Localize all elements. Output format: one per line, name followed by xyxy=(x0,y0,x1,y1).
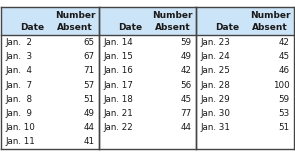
Text: 59: 59 xyxy=(181,38,192,47)
Text: Number: Number xyxy=(250,11,290,20)
Text: Date: Date xyxy=(215,23,239,32)
Text: Absent: Absent xyxy=(57,23,93,32)
Text: Absent: Absent xyxy=(155,23,190,32)
Text: 41: 41 xyxy=(84,137,95,146)
Text: Jan. 21: Jan. 21 xyxy=(103,109,133,118)
Text: 44: 44 xyxy=(181,123,192,132)
Text: Jan. 15: Jan. 15 xyxy=(103,52,133,61)
Text: Jan. 16: Jan. 16 xyxy=(103,66,133,75)
Text: 46: 46 xyxy=(279,66,290,75)
Text: 100: 100 xyxy=(273,81,290,90)
Text: 44: 44 xyxy=(84,123,95,132)
Text: Absent: Absent xyxy=(252,23,288,32)
Text: Jan. 17: Jan. 17 xyxy=(103,81,133,90)
Text: Jan. 28: Jan. 28 xyxy=(200,81,230,90)
Text: 51: 51 xyxy=(278,123,290,132)
Text: 49: 49 xyxy=(181,52,192,61)
Text: 53: 53 xyxy=(278,109,290,118)
Text: Date: Date xyxy=(118,23,142,32)
Text: Jan.  7: Jan. 7 xyxy=(5,81,32,90)
Bar xyxy=(1,7,294,35)
Text: Jan. 18: Jan. 18 xyxy=(103,95,133,104)
Text: 57: 57 xyxy=(83,81,95,90)
Text: Jan. 29: Jan. 29 xyxy=(200,95,230,104)
Text: Number: Number xyxy=(55,11,96,20)
Text: Jan. 25: Jan. 25 xyxy=(200,66,230,75)
Text: Number: Number xyxy=(152,11,193,20)
Text: Jan. 22: Jan. 22 xyxy=(103,123,133,132)
Text: 71: 71 xyxy=(83,66,95,75)
Text: 42: 42 xyxy=(279,38,290,47)
Text: 77: 77 xyxy=(181,109,192,118)
Text: 59: 59 xyxy=(278,95,290,104)
Text: 67: 67 xyxy=(83,52,95,61)
Text: 45: 45 xyxy=(278,52,290,61)
Text: Jan.  9: Jan. 9 xyxy=(5,109,32,118)
Text: Jan.  2: Jan. 2 xyxy=(5,38,32,47)
Text: Jan.  3: Jan. 3 xyxy=(5,52,32,61)
Text: Jan. 10: Jan. 10 xyxy=(5,123,35,132)
Text: 51: 51 xyxy=(83,95,95,104)
Text: Jan. 24: Jan. 24 xyxy=(200,52,230,61)
Text: Jan.  8: Jan. 8 xyxy=(5,95,32,104)
Text: Jan. 11: Jan. 11 xyxy=(5,137,35,146)
Text: Jan. 30: Jan. 30 xyxy=(200,109,230,118)
Text: 45: 45 xyxy=(181,95,192,104)
Text: 65: 65 xyxy=(83,38,95,47)
Text: Jan.  4: Jan. 4 xyxy=(5,66,32,75)
Text: Date: Date xyxy=(20,23,45,32)
Text: Jan. 23: Jan. 23 xyxy=(200,38,230,47)
Text: Jan. 14: Jan. 14 xyxy=(103,38,133,47)
Text: 49: 49 xyxy=(84,109,95,118)
Text: 42: 42 xyxy=(181,66,192,75)
Text: 56: 56 xyxy=(181,81,192,90)
Text: Jan. 31: Jan. 31 xyxy=(200,123,230,132)
